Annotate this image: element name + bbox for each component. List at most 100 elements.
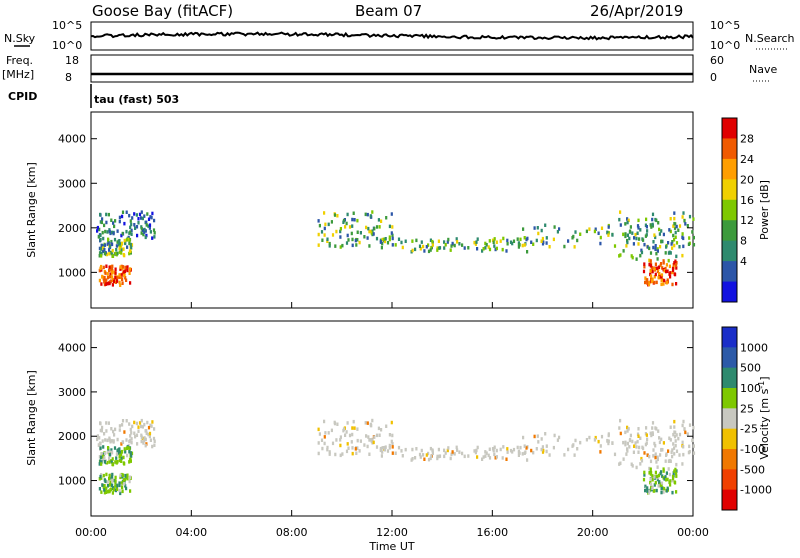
data-cell (451, 241, 454, 246)
data-cell (443, 448, 446, 453)
data-cell (429, 456, 432, 461)
data-cell (495, 240, 498, 244)
data-cell (667, 241, 670, 245)
data-cell (673, 211, 676, 215)
data-cell (673, 434, 677, 439)
data-cell (540, 228, 543, 233)
data-cell (382, 446, 385, 450)
data-cell (109, 244, 112, 248)
data-cell (135, 213, 138, 217)
data-cell (681, 232, 684, 236)
x-tick-label: 04:00 (175, 526, 207, 539)
data-cell (684, 430, 687, 435)
data-cell (624, 232, 627, 236)
data-cell (671, 454, 674, 459)
data-cell (111, 462, 114, 467)
data-cell (544, 223, 547, 227)
data-cell (658, 232, 661, 236)
data-cell (506, 450, 509, 454)
data-cell (384, 445, 387, 449)
data-cell (638, 445, 641, 450)
data-cell (492, 240, 495, 244)
colorbar-segment (722, 138, 737, 160)
colorbar-segment (722, 261, 737, 283)
data-cell (624, 440, 627, 445)
data-cell (359, 439, 362, 443)
data-cell (651, 431, 654, 435)
data-cell (665, 478, 668, 482)
data-cell (103, 432, 106, 436)
data-cell (626, 238, 629, 243)
data-cell (334, 452, 337, 457)
data-cell (144, 235, 147, 240)
data-cell (419, 247, 422, 251)
data-cell (108, 476, 111, 481)
data-cell (121, 423, 124, 427)
data-cell (651, 222, 654, 227)
data-cell (651, 486, 654, 491)
data-cell (109, 231, 112, 236)
data-cell (651, 474, 654, 478)
data-cell (128, 213, 131, 218)
data-cell (347, 446, 350, 450)
colorbar-tick-label: 4 (740, 255, 747, 268)
data-cell (112, 429, 115, 434)
data-cell (626, 425, 629, 430)
data-cell (97, 235, 100, 239)
data-cell (100, 251, 103, 256)
colorbar-tick-label: 8 (740, 235, 747, 248)
data-cell (673, 452, 676, 456)
data-cell (692, 444, 695, 448)
data-cell (98, 487, 101, 491)
data-cell (153, 231, 156, 235)
x-tick-label: 12:00 (376, 526, 408, 539)
power-ylabel: Slant Range [km] (25, 162, 38, 258)
data-cell (109, 272, 112, 276)
data-cell (438, 454, 442, 458)
data-cell (649, 223, 652, 227)
data-cell (129, 267, 132, 271)
data-cell (125, 419, 128, 423)
data-cell (664, 251, 667, 255)
data-cell (661, 239, 664, 244)
data-cell (423, 249, 426, 253)
colorbar-tick-label: -1000 (740, 484, 772, 497)
data-cell (323, 419, 326, 424)
data-cell (99, 238, 102, 242)
data-cell (103, 280, 106, 284)
data-cell (335, 229, 338, 234)
data-cell (485, 451, 488, 455)
data-cell (99, 446, 102, 450)
data-cell (481, 249, 484, 253)
data-cell (626, 447, 629, 451)
data-cell (381, 450, 384, 454)
data-cell (660, 437, 663, 442)
data-cell (675, 433, 678, 437)
data-cell (148, 434, 151, 439)
data-cell (655, 488, 658, 493)
data-cell (120, 481, 123, 485)
data-cell (331, 441, 335, 446)
data-cell (675, 474, 678, 478)
data-cell (672, 476, 675, 481)
data-cell (116, 448, 119, 453)
data-cell (118, 428, 121, 432)
data-cell (443, 454, 446, 459)
data-cell (651, 265, 654, 270)
data-cell (111, 450, 114, 455)
data-cell (427, 249, 431, 254)
data-cell (525, 446, 528, 450)
data-cell (121, 440, 124, 444)
data-cell (391, 243, 394, 247)
data-cell (652, 454, 655, 458)
data-cell (116, 487, 119, 491)
data-cell (107, 449, 110, 453)
data-cell (105, 212, 108, 217)
data-cell (317, 232, 320, 237)
data-cell (118, 481, 121, 485)
data-cell (668, 264, 671, 269)
colorbar-tick-label: 25 (740, 402, 754, 415)
data-cell (634, 232, 637, 237)
colorbar-tick-label: 1000 (740, 341, 768, 354)
